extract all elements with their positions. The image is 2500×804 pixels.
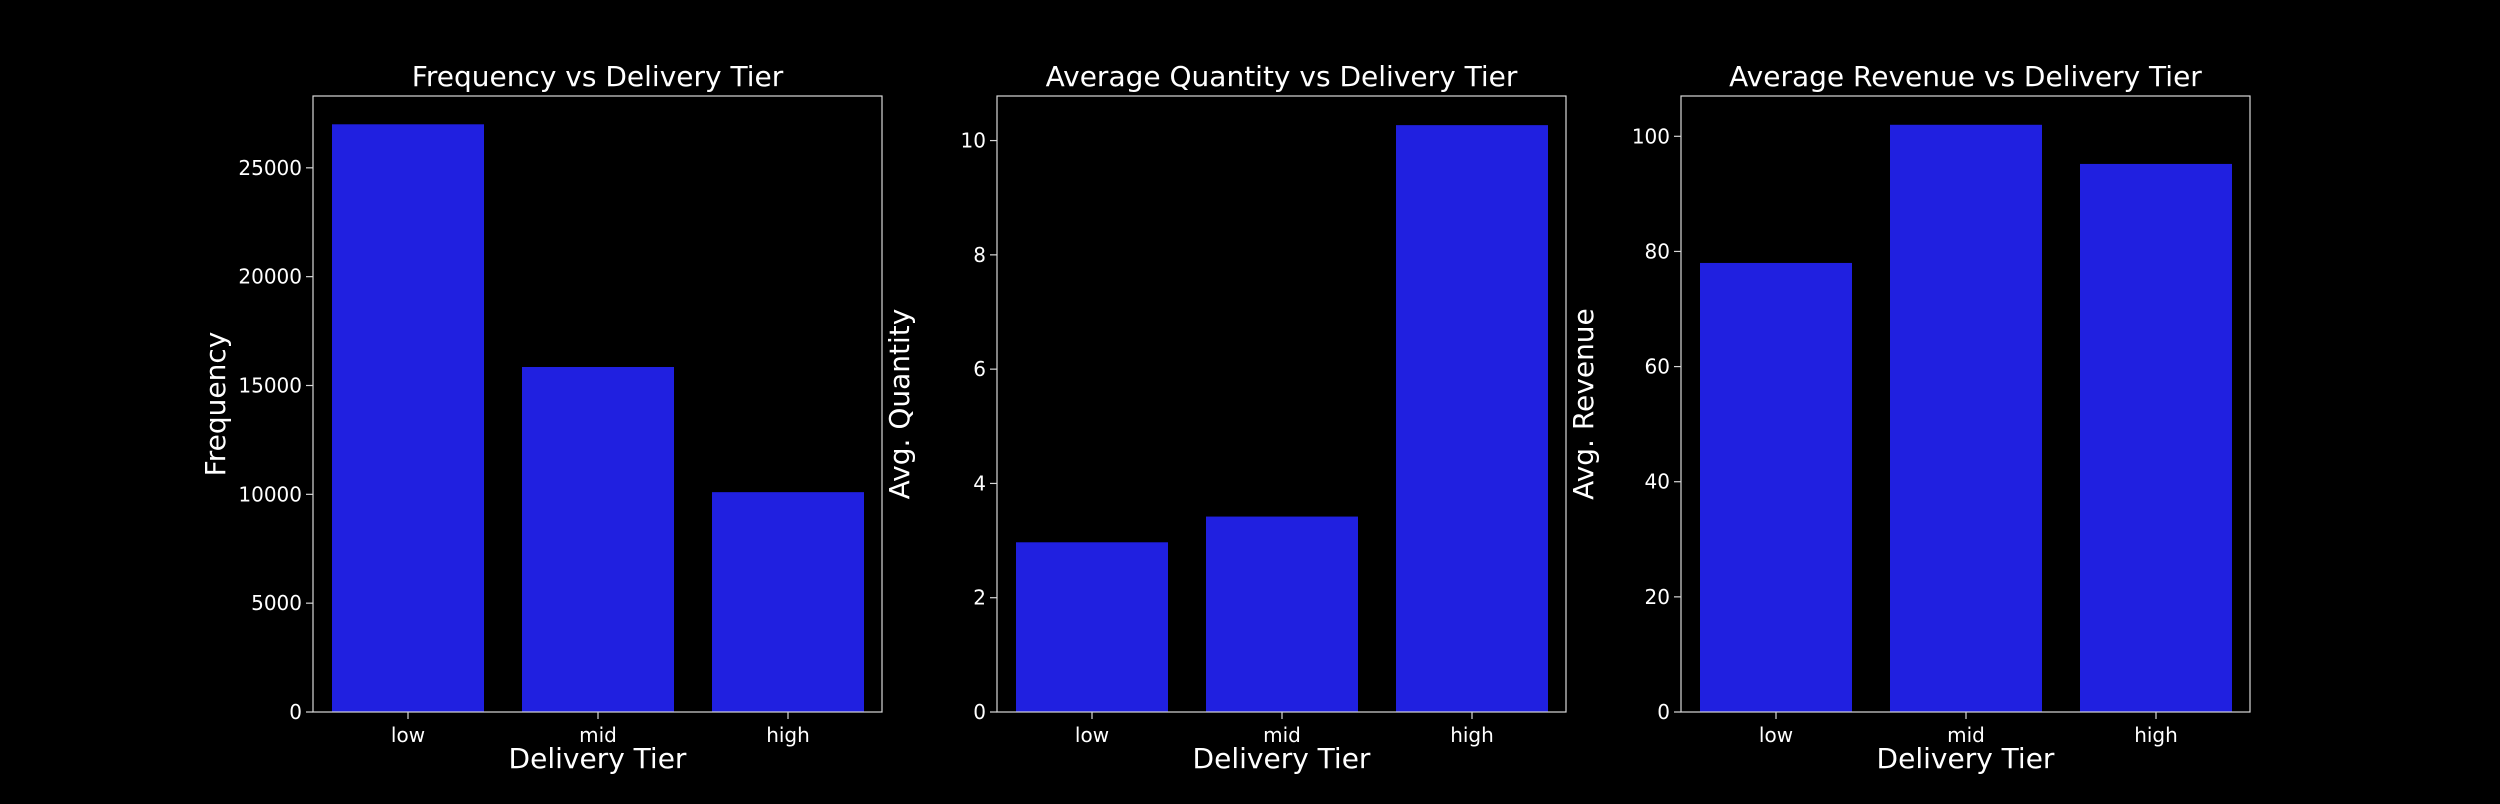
x-axis-label: Delivery Tier bbox=[1193, 742, 1371, 775]
x-tick-label: high bbox=[2134, 723, 2178, 747]
y-tick-label: 10000 bbox=[238, 482, 302, 506]
x-tick-label: low bbox=[1075, 723, 1109, 747]
bar-mid bbox=[1206, 516, 1358, 712]
y-tick-label: 5000 bbox=[251, 591, 302, 615]
chart-title: Average Quantity vs Delivery Tier bbox=[1046, 60, 1518, 93]
bar-mid bbox=[1890, 124, 2042, 713]
y-tick-label: 80 bbox=[1645, 239, 1670, 263]
y-tick-label: 10 bbox=[961, 129, 986, 153]
y-tick-label: 0 bbox=[289, 700, 302, 724]
y-axis-label: Avg. Revenue bbox=[1567, 308, 1600, 500]
y-tick-label: 15000 bbox=[238, 373, 302, 397]
x-tick-label: high bbox=[766, 723, 810, 747]
x-tick-label: high bbox=[1450, 723, 1494, 747]
bar-low bbox=[332, 124, 484, 713]
x-tick-label: low bbox=[1759, 723, 1793, 747]
y-tick-label: 20 bbox=[1645, 585, 1670, 609]
y-tick-label: 0 bbox=[973, 700, 986, 724]
x-tick-label: mid bbox=[1263, 723, 1301, 747]
bar-low bbox=[1700, 262, 1852, 712]
bar-high bbox=[712, 492, 864, 712]
chart-panel-1: 0 5000 10000 15000 20000 25000 low mid high Frequ… bbox=[199, 60, 883, 775]
x-tick-label: low bbox=[391, 723, 425, 747]
y-axis-label: Avg. Quantity bbox=[883, 309, 916, 500]
y-axis-label: Frequency bbox=[199, 332, 232, 477]
x-axis-label: Delivery Tier bbox=[1877, 742, 2055, 775]
bar-high bbox=[1396, 125, 1548, 712]
y-tick-label: 0 bbox=[1657, 700, 1670, 724]
y-tick-label: 60 bbox=[1645, 355, 1670, 379]
chart-title: Frequency vs Delivery Tier bbox=[412, 60, 784, 93]
x-tick-label: mid bbox=[579, 723, 617, 747]
bar-mid bbox=[522, 366, 674, 712]
bar-low bbox=[1016, 542, 1168, 712]
x-axis-label: Delivery Tier bbox=[509, 742, 687, 775]
y-tick-label: 4 bbox=[973, 471, 986, 495]
x-tick-label: mid bbox=[1947, 723, 1985, 747]
y-tick-label: 100 bbox=[1632, 124, 1670, 148]
y-tick-label: 40 bbox=[1645, 470, 1670, 494]
y-tick-label: 6 bbox=[973, 357, 986, 381]
y-tick-label: 20000 bbox=[238, 265, 302, 289]
bar-high bbox=[2080, 163, 2232, 712]
y-tick-label: 8 bbox=[973, 243, 986, 267]
chart-title: Average Revenue vs Delivery Tier bbox=[1729, 60, 2202, 93]
y-tick-label: 25000 bbox=[238, 156, 302, 180]
y-tick-label: 2 bbox=[973, 586, 986, 610]
chart-panel-2: 0 2 4 6 8 10 low mid high Average Quantity vs Del… bbox=[883, 60, 1567, 775]
chart-panel-3: 0 20 40 60 80 100 low mid high Average Revenue vs… bbox=[1567, 60, 2251, 775]
